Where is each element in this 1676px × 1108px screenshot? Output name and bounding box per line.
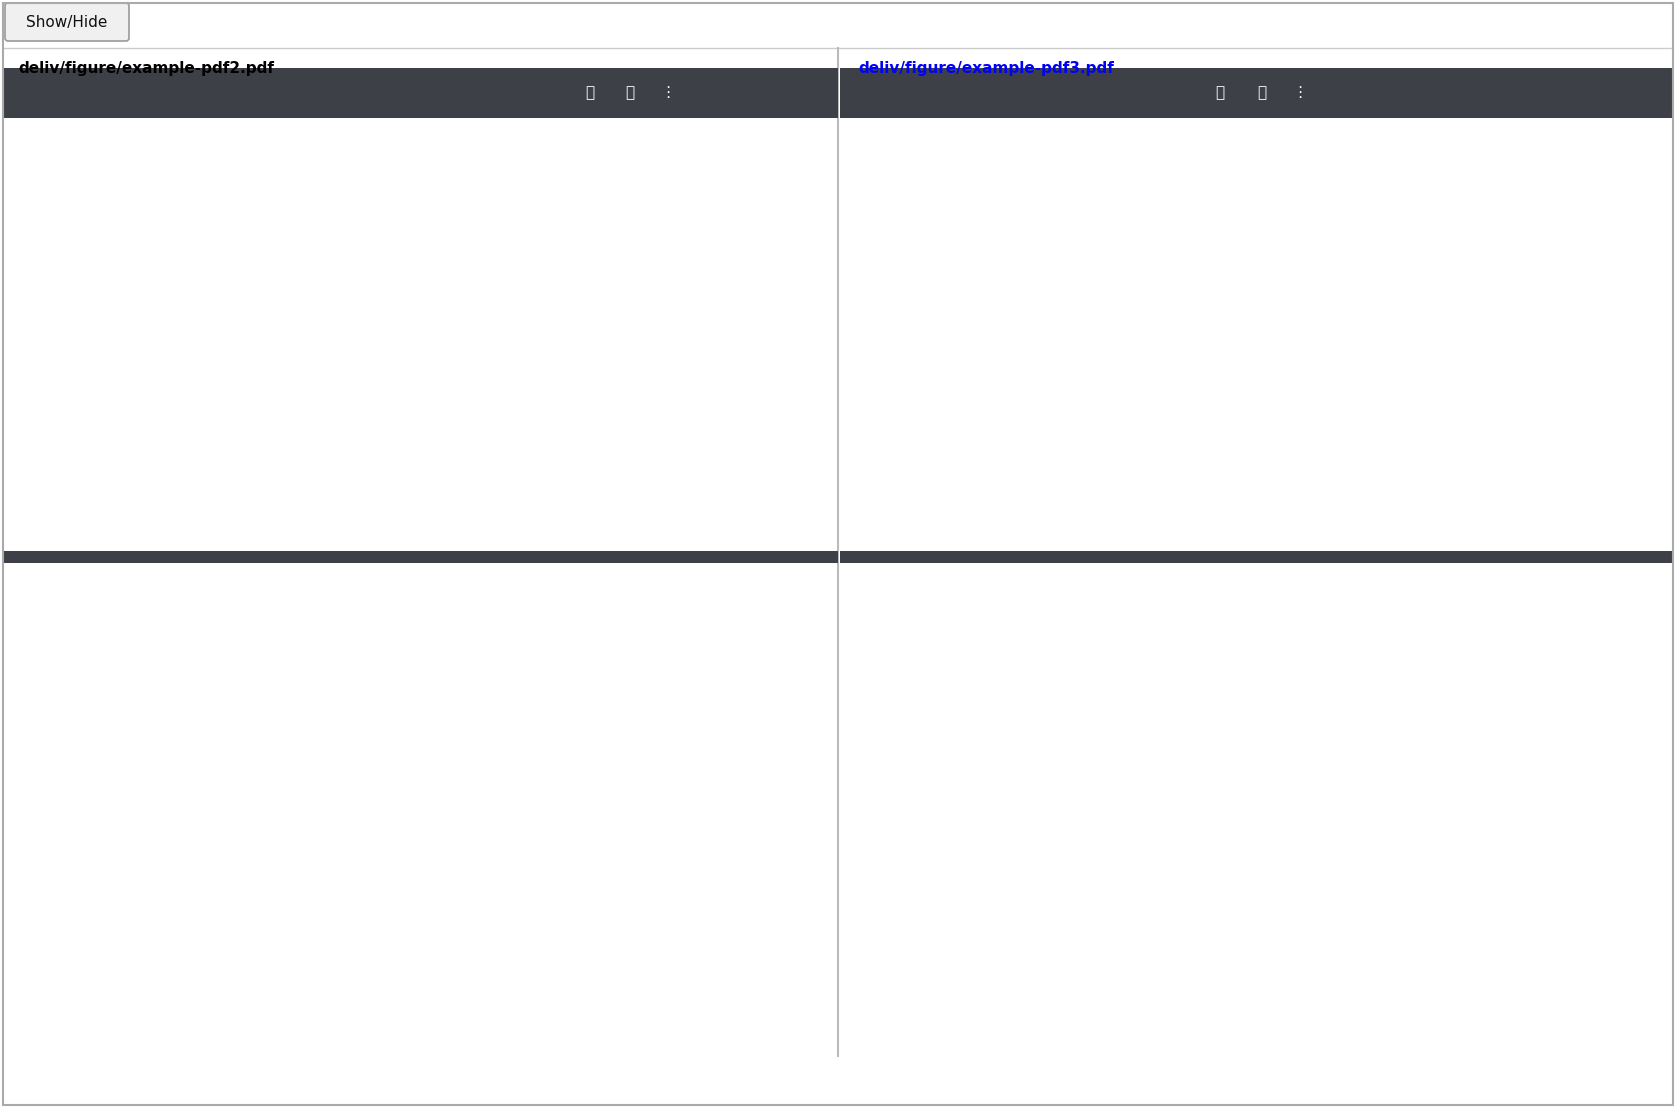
X-axis label: Index: Index [424, 517, 456, 531]
Text: Show/Hide: Show/Hide [27, 14, 107, 30]
Bar [840, 68, 1673, 117]
Text: ⋮: ⋮ [660, 85, 675, 101]
Bar [3, 68, 838, 117]
Text: deliv/figure/example-pdf2.pdf: deliv/figure/example-pdf2.pdf [18, 61, 273, 75]
X-axis label: Index: Index [1279, 517, 1311, 531]
Text: 🖨: 🖨 [625, 85, 635, 101]
Text: ⤓: ⤓ [1215, 85, 1225, 101]
Text: ⤓: ⤓ [585, 85, 595, 101]
Bar [840, 551, 1673, 563]
Bar [3, 117, 838, 551]
Bar [840, 563, 1673, 1105]
Text: ⋮: ⋮ [1292, 85, 1307, 101]
Text: 🖨: 🖨 [1257, 85, 1267, 101]
Bar [3, 1057, 1673, 1105]
Bar [3, 551, 838, 563]
Bar [840, 117, 1673, 551]
Bar [3, 563, 838, 1105]
Text: deliv/figure/example-pdf3.pdf: deliv/figure/example-pdf3.pdf [858, 61, 1115, 75]
FancyBboxPatch shape [5, 3, 129, 41]
Y-axis label: 1:100: 1:100 [920, 306, 932, 340]
